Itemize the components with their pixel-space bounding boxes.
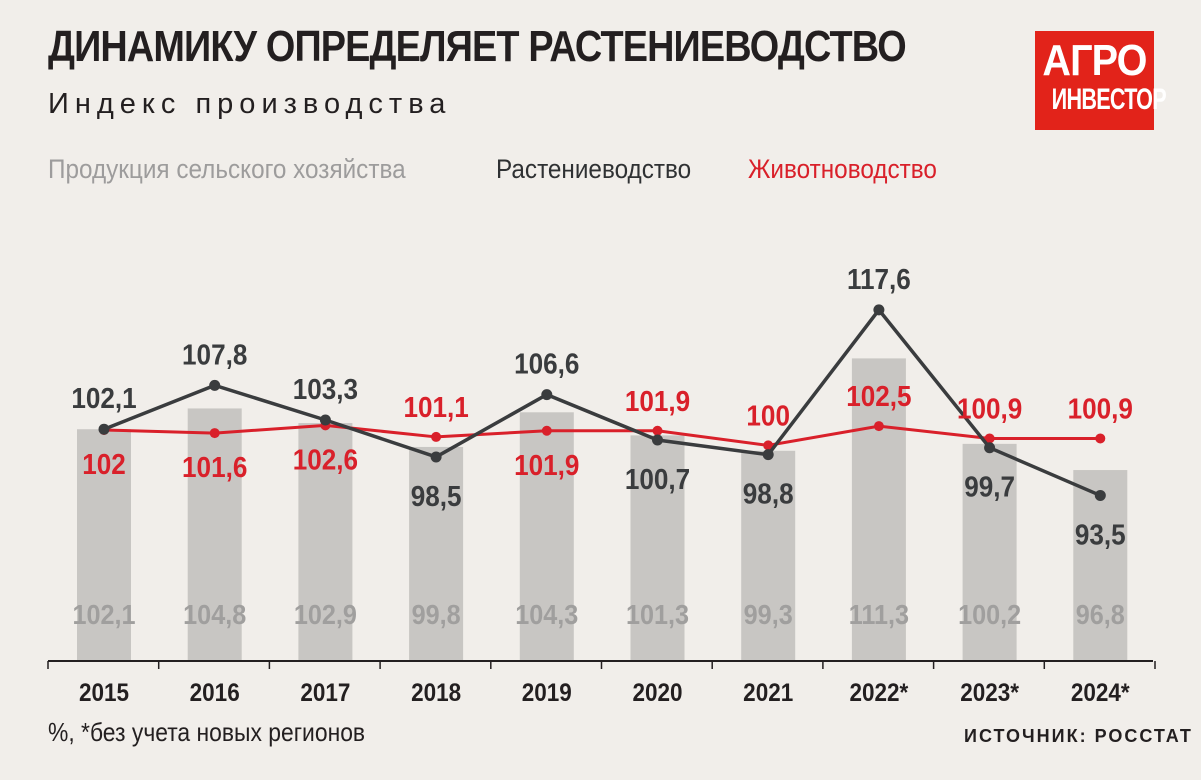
livestock-label-2018: 101,1 <box>403 391 468 424</box>
livestock-label-2015: 102 <box>82 448 126 481</box>
livestock-label-2016: 101,6 <box>182 451 247 484</box>
bar-label-2020: 101,3 <box>626 599 689 631</box>
livestock-point-2022* <box>873 421 884 432</box>
crop-label-2019: 106,6 <box>514 347 579 380</box>
livestock-label-2021: 100 <box>746 399 790 432</box>
bar-total-2017 <box>298 423 353 661</box>
livestock-point-2020 <box>652 425 663 436</box>
livestock-label-2020: 101,9 <box>625 384 690 417</box>
crop-label-2021: 98,8 <box>743 477 794 510</box>
crop-label-2024*: 93,5 <box>1075 518 1126 551</box>
x-tick-label-2015: 2015 <box>79 679 129 707</box>
livestock-label-2022*: 102,5 <box>846 380 911 413</box>
livestock-point-2018 <box>431 431 442 442</box>
crop-point-2022* <box>873 304 885 316</box>
legend-total-production: Продукция сельского хозяйства <box>48 154 406 184</box>
crop-point-2015 <box>98 423 110 435</box>
bar-total-2018 <box>409 446 464 661</box>
legend-livestock: Животноводство <box>748 154 937 184</box>
livestock-point-2023* <box>984 433 995 444</box>
x-tick-label-2024*: 2024* <box>1071 679 1130 707</box>
crop-point-2016 <box>209 379 221 391</box>
crop-label-2022*: 117,6 <box>847 263 911 296</box>
livestock-point-2021 <box>763 440 774 451</box>
crop-label-2018: 98,5 <box>411 480 462 513</box>
bar-label-2022*: 111,3 <box>849 599 909 631</box>
bar-label-2023*: 100,2 <box>958 599 1021 631</box>
bar-total-2020 <box>630 435 685 661</box>
crop-line <box>103 307 1101 498</box>
crop-point-2017 <box>319 414 331 426</box>
crop-label-2016: 107,8 <box>182 338 247 371</box>
x-tick-label-2021: 2021 <box>743 679 793 707</box>
livestock-line <box>103 423 1101 447</box>
bar-label-2016: 104,8 <box>183 599 246 631</box>
bar-total-2016 <box>187 408 242 661</box>
livestock-point-2024* <box>1095 433 1106 444</box>
bar-label-2015: 102,1 <box>72 599 135 631</box>
x-tick-label-2018: 2018 <box>411 679 461 707</box>
livestock-point-2016 <box>209 428 220 439</box>
x-tick-label-2016: 2016 <box>190 679 240 707</box>
chart-subtitle: Индекс производства <box>48 88 452 120</box>
livestock-point-2019 <box>541 425 552 436</box>
livestock-label-2024*: 100,9 <box>1068 392 1133 425</box>
agroinvestor-logo: АГРО ИНВЕСТОР <box>1035 31 1167 130</box>
crop-point-2023* <box>984 442 996 454</box>
bar-total-2022* <box>851 358 906 661</box>
bar-total-2015 <box>77 429 131 661</box>
bar-total-2024* <box>1073 470 1128 661</box>
bar-label-2024*: 96,8 <box>1076 599 1125 631</box>
bar-total-2019 <box>519 412 574 661</box>
source-note: ИСТОЧНИК: РОССТАТ <box>964 726 1193 746</box>
x-tick-label-2019: 2019 <box>522 679 572 707</box>
footnote: %, *без учета новых регионов <box>48 717 366 747</box>
x-tick-label-2022*: 2022* <box>850 679 909 707</box>
chart-title: ДИНАМИКУ ОПРЕДЕЛЯЕТ РАСТЕНИЕВОДСТВО <box>48 22 907 71</box>
bar-total-2021 <box>741 450 796 661</box>
crop-point-2020 <box>652 434 663 446</box>
crop-label-2020: 100,7 <box>625 463 690 496</box>
bar-label-2018: 99,8 <box>412 599 461 631</box>
logo-line-1: АГРО <box>1042 36 1147 85</box>
livestock-label-2017: 102,6 <box>293 443 358 476</box>
crop-point-2021 <box>762 449 774 461</box>
x-tick-label-2020: 2020 <box>632 679 682 707</box>
bar-label-2019: 104,3 <box>515 599 578 631</box>
livestock-label-2019: 101,9 <box>514 448 579 481</box>
crop-label-2015: 102,1 <box>71 382 136 415</box>
crop-label-2017: 103,3 <box>293 373 358 406</box>
crop-point-2024* <box>1094 489 1106 501</box>
bar-total-2023* <box>962 443 1017 661</box>
crop-point-2019 <box>541 389 553 401</box>
x-tick-label-2023*: 2023* <box>960 679 1019 707</box>
bar-label-2017: 102,9 <box>294 599 357 631</box>
livestock-label-2023*: 100,9 <box>957 392 1022 425</box>
crop-point-2018 <box>430 451 442 463</box>
bar-label-2021: 99,3 <box>744 599 793 631</box>
x-tick-label-2017: 2017 <box>300 679 350 707</box>
legend-crop-production: Растениеводство <box>496 154 692 184</box>
crop-label-2023*: 99,7 <box>964 470 1015 503</box>
